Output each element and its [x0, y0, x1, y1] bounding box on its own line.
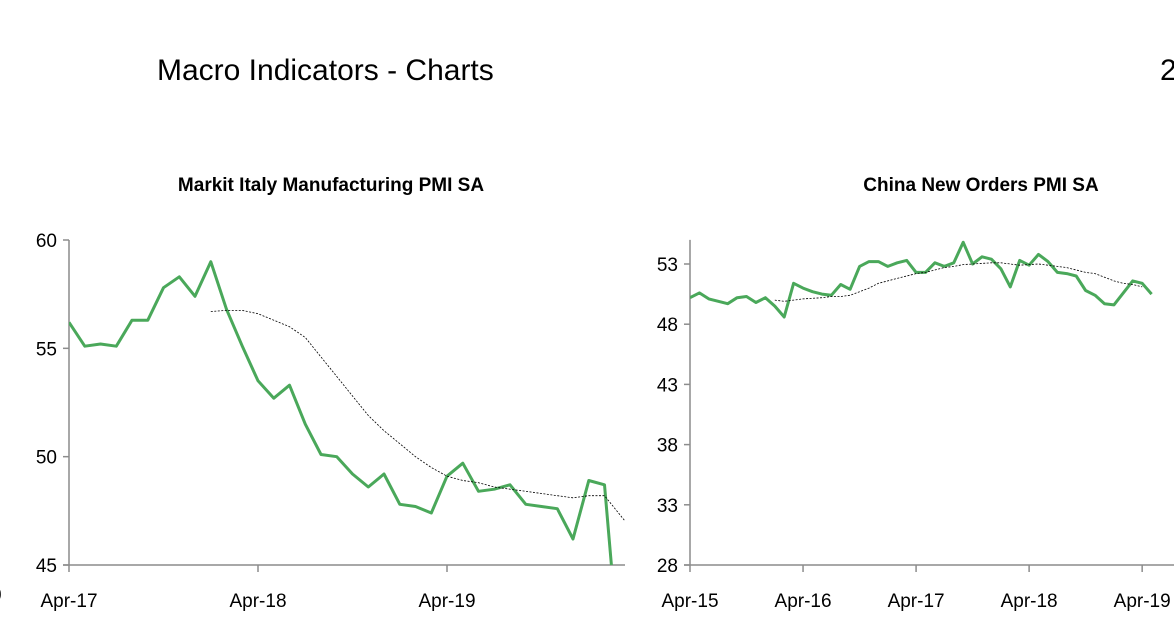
pmi-series-line [690, 240, 1153, 319]
y-tick-label: 33 [657, 496, 678, 517]
y-tick-label: 43 [657, 375, 678, 396]
y-tick-label: 60 [36, 231, 57, 252]
y-tick-label: 38 [657, 436, 678, 457]
page-title: Macro Indicators - Charts [157, 54, 494, 87]
x-tick-label: Apr-19 [1114, 591, 1171, 612]
china-new-orders-chart: China New Orders PMI SA 53 48 43 38 33 28 Apr-… [657, 175, 1174, 612]
chart-title: China New Orders PMI SA [863, 175, 1099, 196]
clipped-axis-label: 0 [0, 585, 2, 607]
x-tick-label: Apr-18 [1001, 591, 1058, 612]
x-tick-label: Apr-16 [775, 591, 832, 612]
italy-pmi-chart: Markit Italy Manufacturing PMI SA 60 55 50… [36, 175, 625, 612]
y-tick-label: 50 [36, 448, 57, 469]
chart-title: Markit Italy Manufacturing PMI SA [178, 175, 484, 196]
y-tick-label: 55 [36, 339, 57, 360]
x-tick-label: Apr-18 [229, 591, 286, 612]
x-tick-label: Apr-17 [888, 591, 945, 612]
y-tick-label: 28 [657, 556, 678, 577]
x-tick-label: Apr-17 [40, 591, 97, 612]
y-tick-label: 45 [36, 556, 57, 577]
x-tick-label: Apr-15 [661, 591, 718, 612]
y-tick-label: 53 [657, 255, 678, 276]
pmi-series-line [69, 260, 613, 566]
y-tick-label: 48 [657, 315, 678, 336]
x-tick-label: Apr-19 [418, 591, 475, 612]
moving-average-line [774, 262, 1143, 302]
clipped-heading-text: 2 [1160, 54, 1174, 87]
moving-average-line [210, 309, 625, 522]
